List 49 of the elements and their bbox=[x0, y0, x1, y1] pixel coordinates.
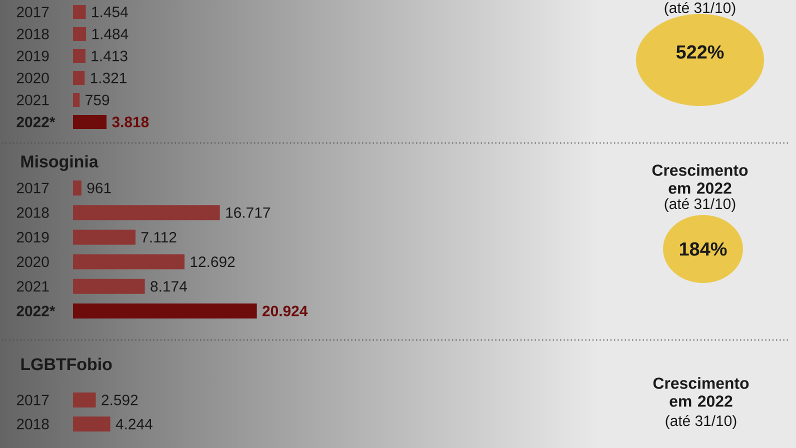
y-tick-label: 2017 bbox=[16, 182, 49, 194]
text: (até 31/10) bbox=[666, 414, 736, 430]
data-label: 1.454 bbox=[92, 6, 128, 18]
y-tick-label: 2018 bbox=[16, 28, 49, 40]
data-label: 759 bbox=[86, 94, 110, 106]
text: Crescimento em 2022 bbox=[653, 377, 749, 407]
y-tick-label: 2019 bbox=[16, 50, 49, 62]
text: (até 31/10) bbox=[664, 2, 736, 16]
data-label: 1.484 bbox=[92, 28, 128, 40]
y-tick-label: 2020 bbox=[16, 72, 49, 84]
data-label: 8.174 bbox=[150, 281, 187, 292]
chart-title: LGBTFobio bbox=[21, 358, 112, 370]
text: Crescimento em 2022 bbox=[652, 164, 748, 194]
text: 184% bbox=[680, 242, 727, 256]
bar bbox=[73, 180, 82, 196]
data-label: 12.692 bbox=[190, 256, 235, 268]
y-tick-label: 2017 bbox=[16, 394, 49, 406]
bar bbox=[73, 70, 85, 85]
bar bbox=[73, 92, 80, 107]
y-tick-label: 2022* bbox=[16, 116, 56, 128]
data-label: 4.244 bbox=[116, 418, 152, 430]
bar bbox=[73, 254, 185, 270]
data-label: 1.321 bbox=[90, 72, 126, 84]
text: 522% bbox=[676, 45, 724, 59]
text: (até 31/10) bbox=[664, 198, 736, 212]
y-tick-label: 2018 bbox=[16, 418, 49, 430]
bar bbox=[73, 303, 257, 318]
y-tick-label: 2018 bbox=[16, 207, 49, 218]
bar bbox=[73, 114, 107, 129]
bar bbox=[73, 48, 86, 63]
y-tick-label: 2022* bbox=[16, 306, 56, 316]
data-label: 7.112 bbox=[141, 232, 176, 242]
data-label: 1.413 bbox=[92, 50, 128, 62]
bar bbox=[73, 205, 220, 220]
chart-title: Misoginia bbox=[21, 155, 98, 171]
data-label: 961 bbox=[87, 182, 111, 194]
y-tick-label: 2021 bbox=[16, 281, 49, 292]
bar bbox=[73, 278, 145, 294]
data-label: 3.818 bbox=[112, 116, 149, 128]
bar bbox=[73, 230, 136, 245]
data-label: 2.592 bbox=[102, 394, 138, 406]
y-tick-label: 2019 bbox=[16, 232, 49, 242]
bar bbox=[73, 4, 86, 19]
y-tick-label: 2021 bbox=[16, 94, 49, 106]
y-tick-label: 2017 bbox=[16, 6, 49, 18]
data-label: 16.717 bbox=[226, 207, 270, 218]
data-label: 20.924 bbox=[262, 306, 308, 316]
y-tick-label: 2020 bbox=[16, 256, 49, 268]
bar bbox=[73, 26, 86, 41]
